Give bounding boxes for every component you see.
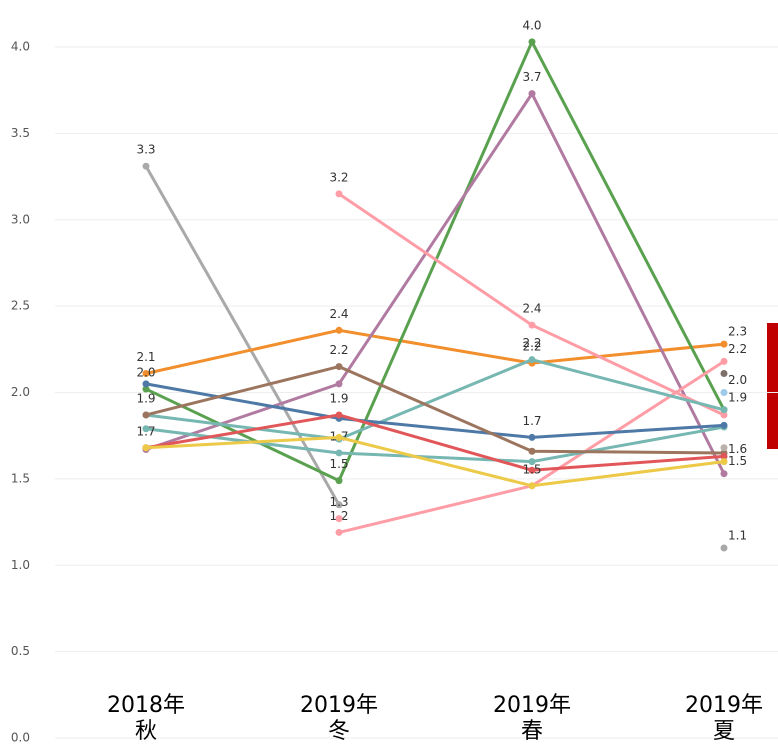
data-point	[528, 321, 536, 329]
data-label: 1.7	[136, 424, 155, 438]
x-tick-label: 2019年	[493, 693, 571, 718]
data-point	[335, 411, 343, 419]
series-line	[145, 38, 726, 483]
series-line	[145, 425, 725, 464]
series-line	[145, 365, 725, 455]
data-label: 3.2	[329, 170, 348, 184]
data-point	[335, 528, 343, 536]
x-tick-label: 2018年	[107, 693, 185, 718]
data-label: 2.3	[728, 325, 747, 339]
data-point	[720, 369, 728, 377]
series-line	[145, 328, 725, 375]
data-point	[335, 326, 343, 334]
series-line	[145, 413, 725, 472]
y-tick-label: 0.0	[11, 731, 30, 745]
x-tick-label: 2019年	[685, 693, 763, 718]
data-point	[335, 515, 343, 523]
data-label: 2.0	[728, 373, 747, 387]
x-tick-label: 冬	[328, 719, 350, 744]
data-point	[528, 482, 536, 490]
data-label: 2.4	[329, 307, 348, 321]
data-point	[335, 190, 343, 198]
data-point	[335, 477, 343, 485]
y-tick-label: 4.0	[11, 40, 30, 54]
y-tick-label: 3.0	[11, 212, 30, 226]
series-line	[145, 435, 725, 488]
data-point	[720, 411, 728, 419]
data-point	[142, 425, 150, 433]
data-label: 1.7	[522, 414, 541, 428]
data-point	[142, 380, 150, 388]
data-point	[335, 380, 343, 388]
data-point	[720, 452, 728, 460]
legend-box	[767, 323, 778, 449]
y-tick-label: 0.5	[11, 644, 30, 658]
data-point	[720, 357, 728, 365]
series-line	[145, 90, 726, 475]
data-point	[528, 38, 536, 46]
data-point	[335, 449, 343, 457]
data-point	[720, 340, 728, 348]
data-point	[142, 369, 150, 377]
y-tick-label: 2.5	[11, 299, 30, 313]
data-label: 2.2	[728, 342, 747, 356]
y-tick-label: 2.0	[11, 385, 30, 399]
data-label: 2.2	[522, 336, 541, 350]
data-label: 2.1	[136, 350, 155, 364]
data-point	[528, 458, 536, 466]
data-point	[142, 444, 150, 452]
data-label: 2.2	[329, 343, 348, 357]
data-point	[335, 501, 343, 509]
y-tick-label: 1.5	[11, 471, 30, 485]
data-label: 1.9	[728, 390, 747, 404]
data-point	[720, 389, 728, 396]
data-label: 2.4	[522, 302, 541, 316]
data-label: 1.9	[329, 391, 348, 405]
data-label: 3.7	[522, 70, 541, 84]
data-label: 1.6	[728, 442, 747, 456]
data-point	[528, 356, 536, 364]
data-label: 1.3	[329, 495, 348, 509]
data-label: 1.5	[728, 454, 747, 468]
data-label: 3.3	[136, 143, 155, 157]
data-point	[720, 470, 728, 478]
x-tick-label: 春	[521, 719, 543, 744]
data-point	[720, 458, 728, 466]
data-point	[142, 162, 150, 170]
data-point	[528, 90, 536, 98]
x-tick-label: 夏	[713, 719, 735, 744]
data-point	[528, 447, 536, 455]
data-label: 4.0	[522, 18, 541, 32]
data-point	[335, 433, 343, 441]
data-point	[528, 466, 536, 474]
data-label: 2.0	[136, 366, 155, 380]
data-label: 1.9	[136, 391, 155, 405]
series-line	[145, 358, 725, 441]
data-label: 1.5	[522, 462, 541, 476]
data-point	[142, 385, 150, 393]
data-point	[720, 544, 728, 552]
y-tick-label: 3.5	[11, 126, 30, 140]
data-label: 1.1	[728, 528, 747, 542]
data-point	[335, 363, 343, 371]
data-point	[720, 406, 728, 414]
data-label: 1.5	[329, 457, 348, 471]
x-tick-label: 2019年	[300, 693, 378, 718]
x-tick-label: 秋	[135, 719, 157, 744]
data-point	[720, 444, 728, 452]
y-tick-label: 1.0	[11, 558, 30, 572]
data-point	[528, 433, 536, 441]
data-point	[720, 421, 728, 429]
series-line	[145, 382, 725, 439]
data-point	[142, 411, 150, 419]
data-label: 2.2	[522, 340, 541, 354]
